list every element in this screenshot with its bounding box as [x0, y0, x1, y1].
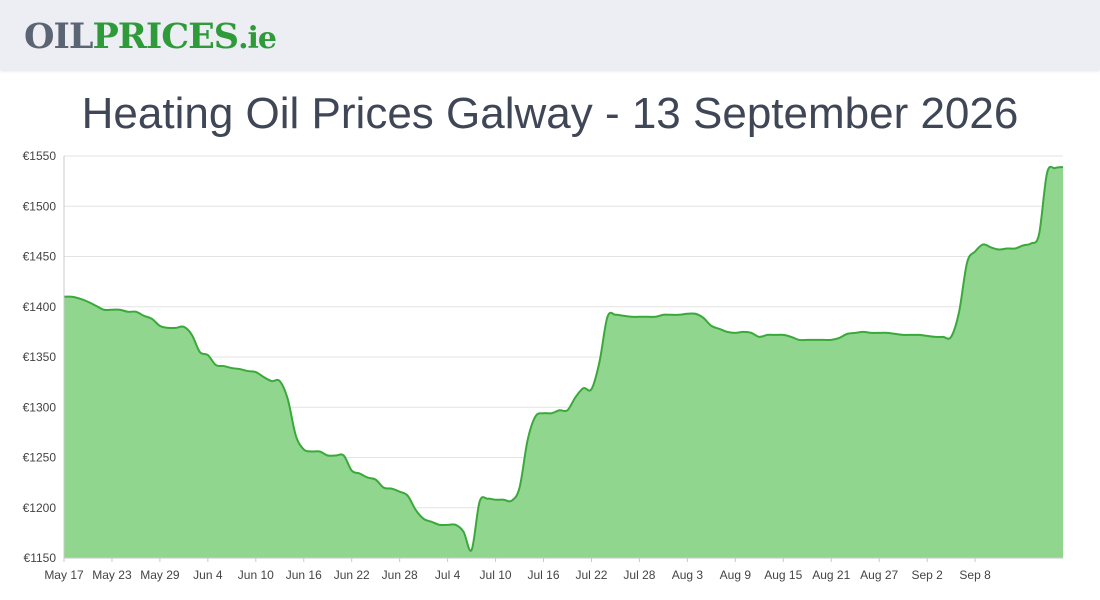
site-logo[interactable]: OILPRICES.ie — [24, 16, 277, 60]
x-tick-label: Jun 28 — [382, 568, 418, 582]
x-tick-label: Jun 10 — [238, 568, 274, 582]
y-tick-label: €1200 — [23, 501, 57, 515]
x-tick-label: Jun 22 — [334, 568, 370, 582]
price-series-line — [63, 165, 1064, 552]
x-tick-label: May 29 — [140, 568, 180, 582]
x-tick-label: Jul 22 — [575, 568, 607, 582]
x-tick-label: Sep 8 — [959, 568, 991, 582]
price-area-fill — [64, 166, 1063, 559]
x-tick-label: Jun 16 — [286, 568, 322, 582]
logo-text-oil: OIL — [24, 16, 93, 57]
logo-text-tld: .ie — [238, 21, 277, 56]
y-axis-tick-labels: €1550 €1500 €1450 €1400 €1350 €1300 €1250 €1200… — [23, 149, 57, 565]
x-tick-label: May 23 — [92, 568, 132, 582]
y-tick-label: €1350 — [23, 350, 57, 364]
y-tick-label: €1450 — [23, 250, 57, 264]
x-tick-label: Aug 9 — [720, 568, 752, 582]
x-tick-label: Aug 3 — [672, 568, 704, 582]
x-tick-label: May 17 — [44, 568, 84, 582]
chart-axes — [63, 156, 1063, 562]
y-tick-label: €1150 — [24, 551, 57, 565]
x-axis-tick-labels: May 17 May 23 May 29 Jun 4 Jun 10 Jun 16 Jun 2… — [44, 568, 991, 582]
x-tick-label: Jul 28 — [623, 568, 655, 582]
x-tick-label: Sep 2 — [911, 568, 943, 582]
x-tick-label: Aug 15 — [764, 568, 802, 582]
y-tick-label: €1550 — [23, 149, 57, 163]
x-tick-label: Jul 16 — [528, 568, 560, 582]
x-tick-label: Jul 4 — [435, 568, 461, 582]
y-tick-label: €1300 — [23, 400, 57, 414]
logo-text-prices: PRICES — [92, 16, 239, 57]
x-tick-label: Aug 21 — [812, 568, 850, 582]
y-tick-label: €1500 — [23, 199, 57, 213]
x-tick-label: Jul 10 — [480, 568, 512, 582]
y-tick-label: €1400 — [23, 300, 57, 314]
y-tick-label: €1250 — [23, 451, 57, 465]
site-header: OILPRICES.ie — [0, 0, 1100, 70]
x-tick-label: Aug 27 — [860, 568, 898, 582]
page-title: Heating Oil Prices Galway - 13 September… — [81, 89, 1019, 138]
x-tick-label: Jun 4 — [193, 568, 223, 582]
